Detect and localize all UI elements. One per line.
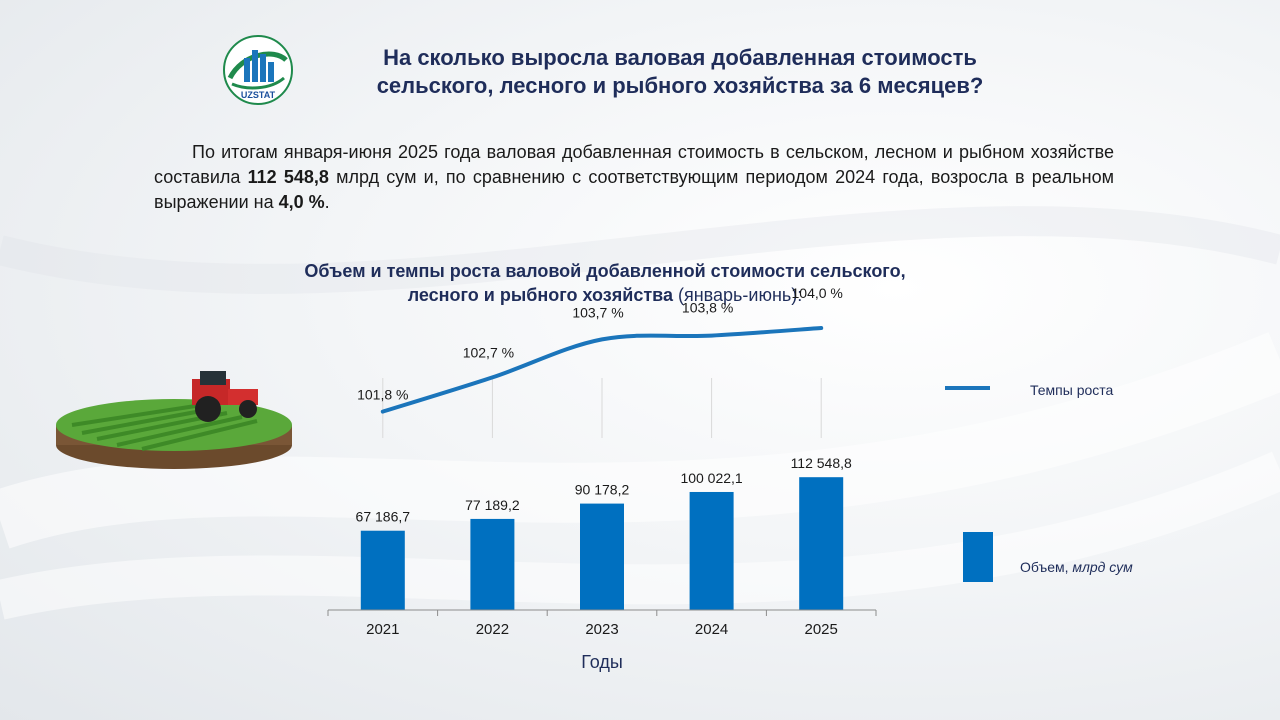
logo-text: UZSTAT <box>241 90 276 100</box>
bar-label-2023: 90 178,2 <box>575 482 630 498</box>
bar-label-2022: 77 189,2 <box>465 497 520 513</box>
x-axis-ticks: 2021 2022 2023 2024 2025 <box>327 610 877 638</box>
legend-line: Темпы роста <box>945 382 1114 398</box>
x-tick-2025: 2025 <box>805 621 838 638</box>
title-line-2: сельского, лесного и рыбного хозяйства з… <box>376 73 984 98</box>
line-label-2023: 103,7 % <box>572 304 623 320</box>
bar-label-2024: 100 022,1 <box>680 470 742 486</box>
intro-text-2: млрд сум и, по сравнению с соответствующ… <box>154 167 1114 212</box>
x-tick-2021: 2021 <box>366 621 399 638</box>
chart-title: Объем и темпы роста валовой добавленной … <box>300 259 910 307</box>
legend-bar-label: Объем, млрд сум <box>1020 559 1133 575</box>
title-line-1: На сколько выросла валовая добавленная с… <box>383 45 977 70</box>
bar-2022 <box>470 518 515 610</box>
x-tick-2024: 2024 <box>695 621 728 638</box>
intro-value: 112 548,8 <box>247 167 329 187</box>
bar-2023 <box>580 503 624 610</box>
page-title: На сколько выросла валовая добавленная с… <box>300 44 1060 100</box>
line-series <box>380 326 824 414</box>
gridlines <box>382 378 822 438</box>
intro-paragraph: По итогам января-июня 2025 года валовая … <box>154 140 1114 215</box>
x-tick-2023: 2023 <box>585 621 618 638</box>
data-labels: 67 186,7 77 189,2 90 178,2 100 022,1 112 548… <box>356 285 852 525</box>
chart-title-period: (январь-июнь): <box>672 285 803 305</box>
line-label-2024: 103,8 % <box>682 300 733 316</box>
bar-label-2021: 67 186,7 <box>356 509 411 525</box>
x-axis-title: Годы <box>581 652 623 672</box>
x-tick-2022: 2022 <box>476 621 509 638</box>
bar-series <box>360 477 844 610</box>
bar-2025 <box>799 477 844 610</box>
line-label-2022: 102,7 % <box>463 344 514 360</box>
farm-tractor-image <box>56 371 292 469</box>
line-label-2025: 104,0 % <box>792 285 843 301</box>
legend-bar-label-main: Объем, <box>1020 559 1072 575</box>
uzstat-logo: UZSTAT <box>223 35 293 105</box>
intro-text-1: По итогам января-июня 2025 года валовая … <box>154 142 1114 187</box>
intro-text-3: . <box>324 192 330 212</box>
legend-line-label: Темпы роста <box>1030 382 1114 398</box>
legend-bar: Объем, млрд сум <box>963 532 1133 582</box>
bar-label-2025: 112 548,8 <box>791 455 852 471</box>
bar-2024 <box>689 491 734 610</box>
legend-bar-label-unit: млрд сум <box>1072 559 1133 575</box>
chart-title-bold: Объем и темпы роста валовой добавленной … <box>304 261 906 305</box>
bar-2021 <box>360 530 405 610</box>
legend-bar-swatch <box>963 532 993 582</box>
intro-growth: 4,0 % <box>278 192 325 212</box>
line-label-2021: 101,8 % <box>357 387 408 403</box>
